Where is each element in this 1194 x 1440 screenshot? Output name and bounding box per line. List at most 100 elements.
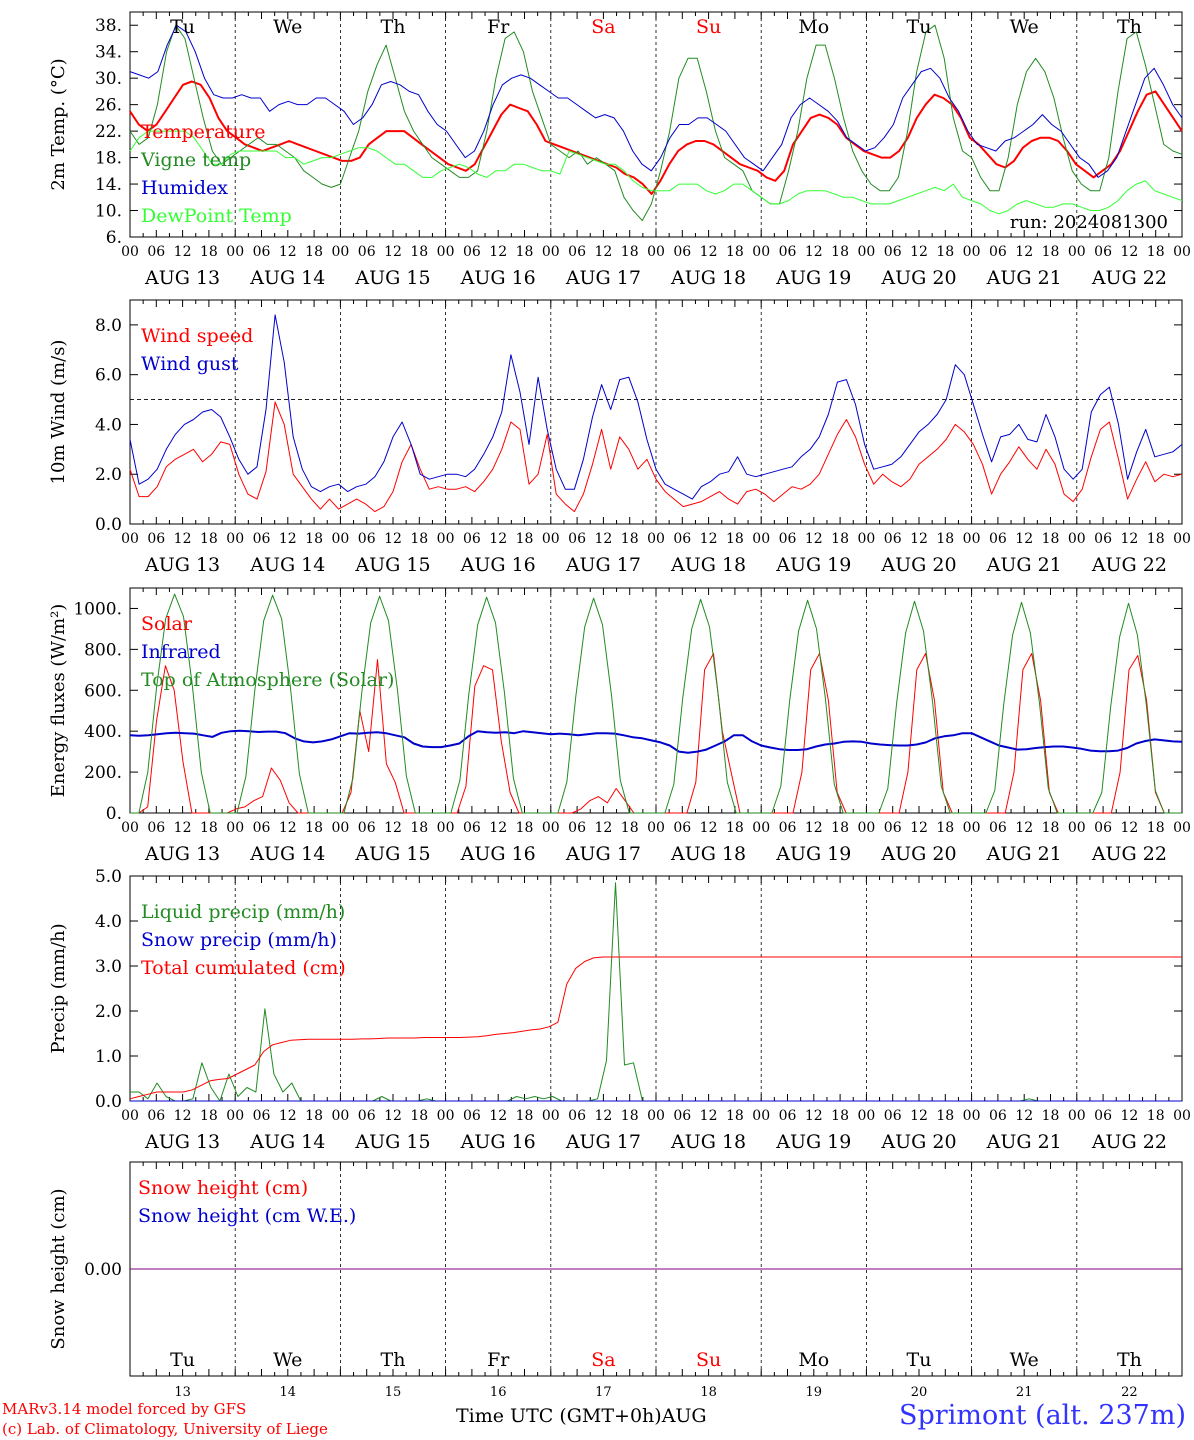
- temperature-hour-label: 18: [621, 244, 639, 260]
- precip-hour-label: 06: [253, 1108, 271, 1124]
- temperature-date-label: AUG 22: [1091, 267, 1167, 289]
- temperature-legend-2: Humidex: [141, 177, 228, 199]
- snow-day-number: 22: [1121, 1385, 1138, 1400]
- temperature-hour-label: 12: [910, 244, 928, 260]
- precip-date-label: AUG 16: [460, 1131, 536, 1153]
- temperature-series-3-line: [129, 130, 1183, 215]
- energy-frame: [129, 587, 1183, 814]
- temperature-hour-label: 06: [779, 244, 797, 260]
- temperature-annotation: run: 2024081300: [1010, 212, 1168, 233]
- energy-ytick-label: 1000.: [73, 599, 122, 619]
- wind-ylabel: 10m Wind (m/s): [48, 340, 69, 485]
- wind-ytick-label: 2.0: [95, 465, 122, 485]
- snow-weekday-label: Tu: [907, 1349, 932, 1371]
- wind-frame: [129, 299, 1183, 525]
- wind-hour-label: 18: [516, 531, 534, 547]
- energy-hour-label: 06: [147, 820, 165, 836]
- wind-hour-label: 12: [279, 531, 297, 547]
- precip-legend-1: Snow precip (mm/h): [141, 929, 337, 951]
- wind-hour-label: 06: [568, 531, 586, 547]
- temperature-date-label: AUG 15: [354, 267, 430, 289]
- wind-ytick-label: 0.0: [95, 515, 122, 535]
- credit-model: MARv3.14 model forced by GFS: [2, 1400, 247, 1418]
- wind-hour-label: 00: [1173, 531, 1191, 547]
- energy-date-label: AUG 18: [670, 843, 746, 865]
- temperature-hour-label: 18: [305, 244, 323, 260]
- precip-hour-label: 00: [647, 1108, 665, 1124]
- temperature-hour-label: 00: [857, 244, 875, 260]
- precip-date-label: AUG 15: [354, 1131, 430, 1153]
- precip-hour-label: 00: [542, 1108, 560, 1124]
- energy-ytick-label: 400.: [84, 722, 122, 742]
- precip-date-label: AUG 18: [670, 1131, 746, 1153]
- temperature-legend-3: DewPoint Temp: [141, 205, 292, 227]
- temperature-hour-label: 18: [831, 244, 849, 260]
- snow-weekday-label: Mo: [798, 1349, 829, 1371]
- wind-hour-label: 12: [1015, 531, 1033, 547]
- wind-date-label: AUG 21: [986, 554, 1062, 576]
- weekday-label: Sa: [591, 16, 615, 38]
- energy-legend-1: Infrared: [141, 641, 221, 663]
- precip-ytick-label: 4.0: [95, 912, 122, 932]
- wind-date-label: AUG 16: [460, 554, 536, 576]
- precip-hour-label: 18: [831, 1108, 849, 1124]
- wind-hour-label: 06: [1094, 531, 1112, 547]
- precip-ytick-label: 1.0: [95, 1047, 122, 1067]
- energy-hour-label: 12: [594, 820, 612, 836]
- precip-hour-label: 00: [1173, 1108, 1191, 1124]
- temperature-hour-label: 06: [1094, 244, 1112, 260]
- snow-day-number: 14: [280, 1385, 297, 1400]
- snow-panel: 0.00 Snow height (cm) Snow height (cm) Snow…: [48, 1161, 1183, 1400]
- wind-hour-label: 18: [831, 531, 849, 547]
- energy-legend-0: Solar: [141, 613, 193, 635]
- temperature-hour-label: 18: [936, 244, 954, 260]
- energy-hour-label: 00: [542, 820, 560, 836]
- precip-panel: 0.0 1.0 2.0 3.0 4.0 5.0 Precip (mm/h) Liquid pr…: [48, 867, 1191, 1153]
- temperature-hour-label: 06: [884, 244, 902, 260]
- precip-hour-label: 06: [358, 1108, 376, 1124]
- weekday-label: Th: [381, 16, 406, 38]
- precip-hour-label: 06: [884, 1108, 902, 1124]
- energy-hour-label: 00: [647, 820, 665, 836]
- energy-panel: 0. 200. 400. 600. 800. 1000.Energy fluxes (W/…: [48, 587, 1191, 865]
- wind-hour-label: 18: [1147, 531, 1165, 547]
- wind-hour-label: 00: [1068, 531, 1086, 547]
- precip-hour-label: 12: [1015, 1108, 1033, 1124]
- wind-hour-label: 00: [647, 531, 665, 547]
- wind-hour-label: 00: [331, 531, 349, 547]
- wind-hour-label: 00: [752, 531, 770, 547]
- precip-ytick-label: 0.0: [95, 1092, 122, 1112]
- snow-ylabel: Snow height (cm): [48, 1188, 69, 1349]
- energy-hour-label: 18: [1042, 820, 1060, 836]
- temperature-hour-label: 00: [1068, 244, 1086, 260]
- snow-day-number: 15: [385, 1385, 402, 1400]
- precip-ylabel: Precip (mm/h): [48, 923, 69, 1053]
- precip-hour-label: 00: [963, 1108, 981, 1124]
- weekday-label: Tu: [170, 16, 195, 38]
- temperature-series-1-line: [129, 24, 1183, 221]
- wind-hour-label: 18: [621, 531, 639, 547]
- snow-day-number: 19: [806, 1385, 823, 1400]
- energy-hour-label: 00: [963, 820, 981, 836]
- precip-legend-0: Liquid precip (mm/h): [141, 901, 345, 923]
- precip-hour-label: 12: [1120, 1108, 1138, 1124]
- temperature-date-label: AUG 18: [670, 267, 746, 289]
- energy-date-label: AUG 13: [144, 843, 220, 865]
- wind-date-label: AUG 18: [670, 554, 746, 576]
- precip-hour-label: 00: [857, 1108, 875, 1124]
- temperature-ytick-label: 38.: [95, 16, 122, 36]
- energy-hour-label: 18: [305, 820, 323, 836]
- precip-hour-label: 12: [174, 1108, 192, 1124]
- wind-hour-label: 06: [253, 531, 271, 547]
- precip-hour-label: 06: [568, 1108, 586, 1124]
- energy-hour-label: 12: [384, 820, 402, 836]
- energy-hour-label: 06: [989, 820, 1007, 836]
- snow-weekday-label: Su: [696, 1349, 721, 1371]
- precip-hour-label: 00: [121, 1108, 139, 1124]
- temperature-ytick-label: 30.: [95, 69, 122, 89]
- wind-date-label: AUG 20: [880, 554, 956, 576]
- energy-ytick-label: 0.: [106, 804, 122, 824]
- wind-legend-1: Wind gust: [141, 353, 239, 375]
- wind-hour-label: 06: [673, 531, 691, 547]
